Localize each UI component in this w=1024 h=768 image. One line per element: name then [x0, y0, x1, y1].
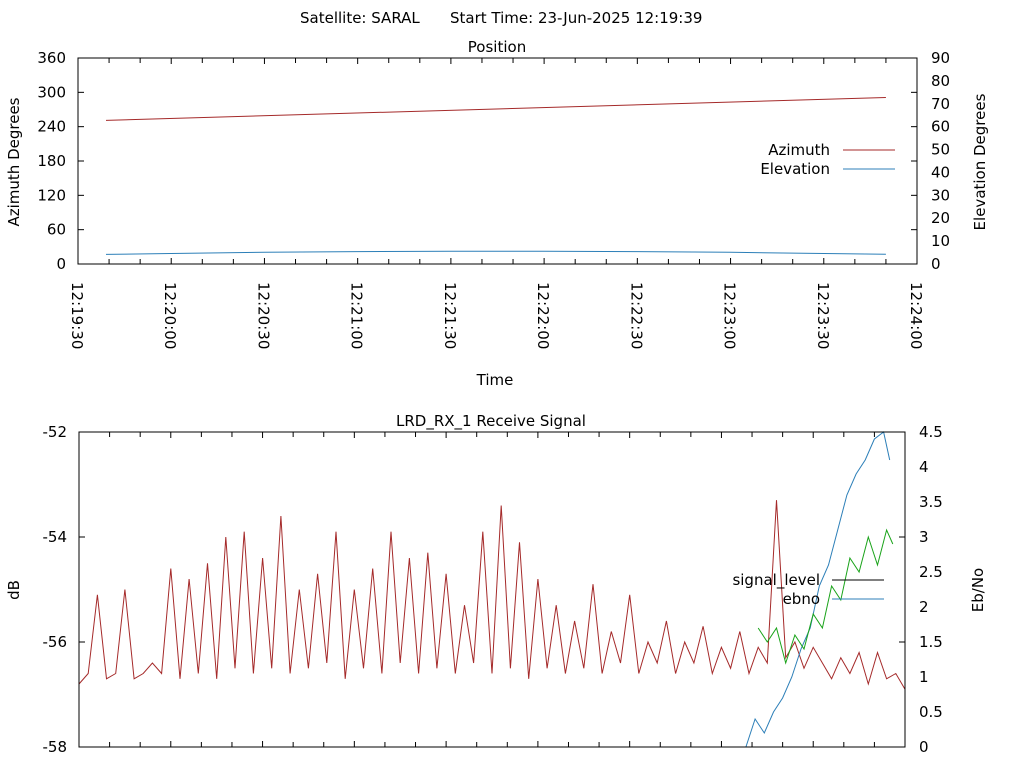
y2-tick-label: 30	[931, 186, 950, 204]
y2-tick-label: 60	[931, 118, 950, 136]
y2-tick-label: 1.5	[919, 633, 943, 651]
y-tick-label: 360	[37, 49, 66, 67]
y-tick-label: -52	[43, 423, 68, 441]
position-y-axis-label: Azimuth Degrees	[5, 97, 23, 226]
azimuth-series-line	[105, 97, 886, 121]
y2-tick-label: 0.5	[919, 703, 943, 721]
y2-tick-label: 1	[919, 668, 929, 686]
y2-tick-label: 90	[931, 49, 950, 67]
y-tick-label: -58	[43, 738, 68, 756]
y2-tick-label: 2	[919, 598, 929, 616]
y2-tick-label: 10	[931, 232, 950, 250]
y-tick-label: 0	[56, 255, 66, 273]
x-tick-label: 12:21:00	[348, 282, 366, 349]
y2-tick-label: 2.5	[919, 563, 943, 581]
position-plot-frame	[77, 57, 918, 265]
y-tick-label: 120	[37, 186, 66, 204]
legend-label: ebno	[783, 590, 820, 608]
x-tick-label: 12:22:30	[627, 282, 645, 349]
y2-tick-label: 70	[931, 95, 950, 113]
y2-tick-label: 40	[931, 163, 950, 181]
y2-tick-label: 4.5	[919, 423, 943, 441]
position-y2-axis-label: Elevation Degrees	[971, 93, 989, 230]
y2-tick-label: 3	[919, 528, 929, 546]
ebno-series-line	[745, 431, 891, 748]
y-tick-label: 300	[37, 83, 66, 101]
legend-label: Elevation	[760, 160, 830, 178]
y2-tick-label: 0	[919, 738, 929, 756]
x-tick-label: 12:20:30	[254, 282, 272, 349]
x-tick-label: 12:23:30	[814, 282, 832, 349]
receive-signal-chart: LRD_RX_1 Receive Signal dB Eb/No -58 -56 -…	[5, 412, 987, 756]
receive-signal-plot-frame	[78, 431, 906, 748]
position-chart: Position Azimuth Degrees Elevation Degre…	[5, 38, 989, 389]
legend-label: Azimuth	[768, 141, 830, 159]
y-tick-label: -54	[43, 528, 68, 546]
x-tick-label: 12:23:00	[721, 282, 739, 349]
y2-tick-label: 80	[931, 72, 950, 90]
y-tick-label: 60	[47, 221, 66, 239]
position-title: Position	[468, 38, 526, 56]
receive-signal-y2-axis-label: Eb/No	[969, 568, 987, 612]
receive-signal-title: LRD_RX_1 Receive Signal	[396, 412, 586, 431]
x-tick-label: 12:20:00	[161, 282, 179, 349]
y2-tick-label: 0	[931, 255, 941, 273]
start-time-label: Start Time: 23-Jun-2025 12:19:39	[450, 9, 702, 27]
y-tick-label: -56	[43, 633, 68, 651]
y-tick-label: 240	[37, 118, 66, 136]
signal-level-series-line	[78, 500, 906, 690]
position-x-axis-label: Time	[476, 371, 514, 389]
x-tick-label: 12:19:30	[68, 282, 86, 349]
elevation-series-line	[105, 250, 886, 255]
y-tick-label: 180	[37, 152, 66, 170]
legend-label: signal_level	[732, 571, 820, 590]
y2-tick-label: 50	[931, 141, 950, 159]
y2-tick-label: 20	[931, 209, 950, 227]
unlabeled-series-line	[757, 528, 894, 665]
y2-tick-label: 3.5	[919, 493, 943, 511]
x-tick-label: 12:24:00	[907, 282, 925, 349]
x-tick-label: 12:22:00	[534, 282, 552, 349]
y2-tick-label: 4	[919, 458, 929, 476]
satellite-label: Satellite: SARAL	[300, 9, 420, 27]
x-tick-label: 12:21:30	[441, 282, 459, 349]
receive-signal-y-axis-label: dB	[5, 580, 23, 600]
